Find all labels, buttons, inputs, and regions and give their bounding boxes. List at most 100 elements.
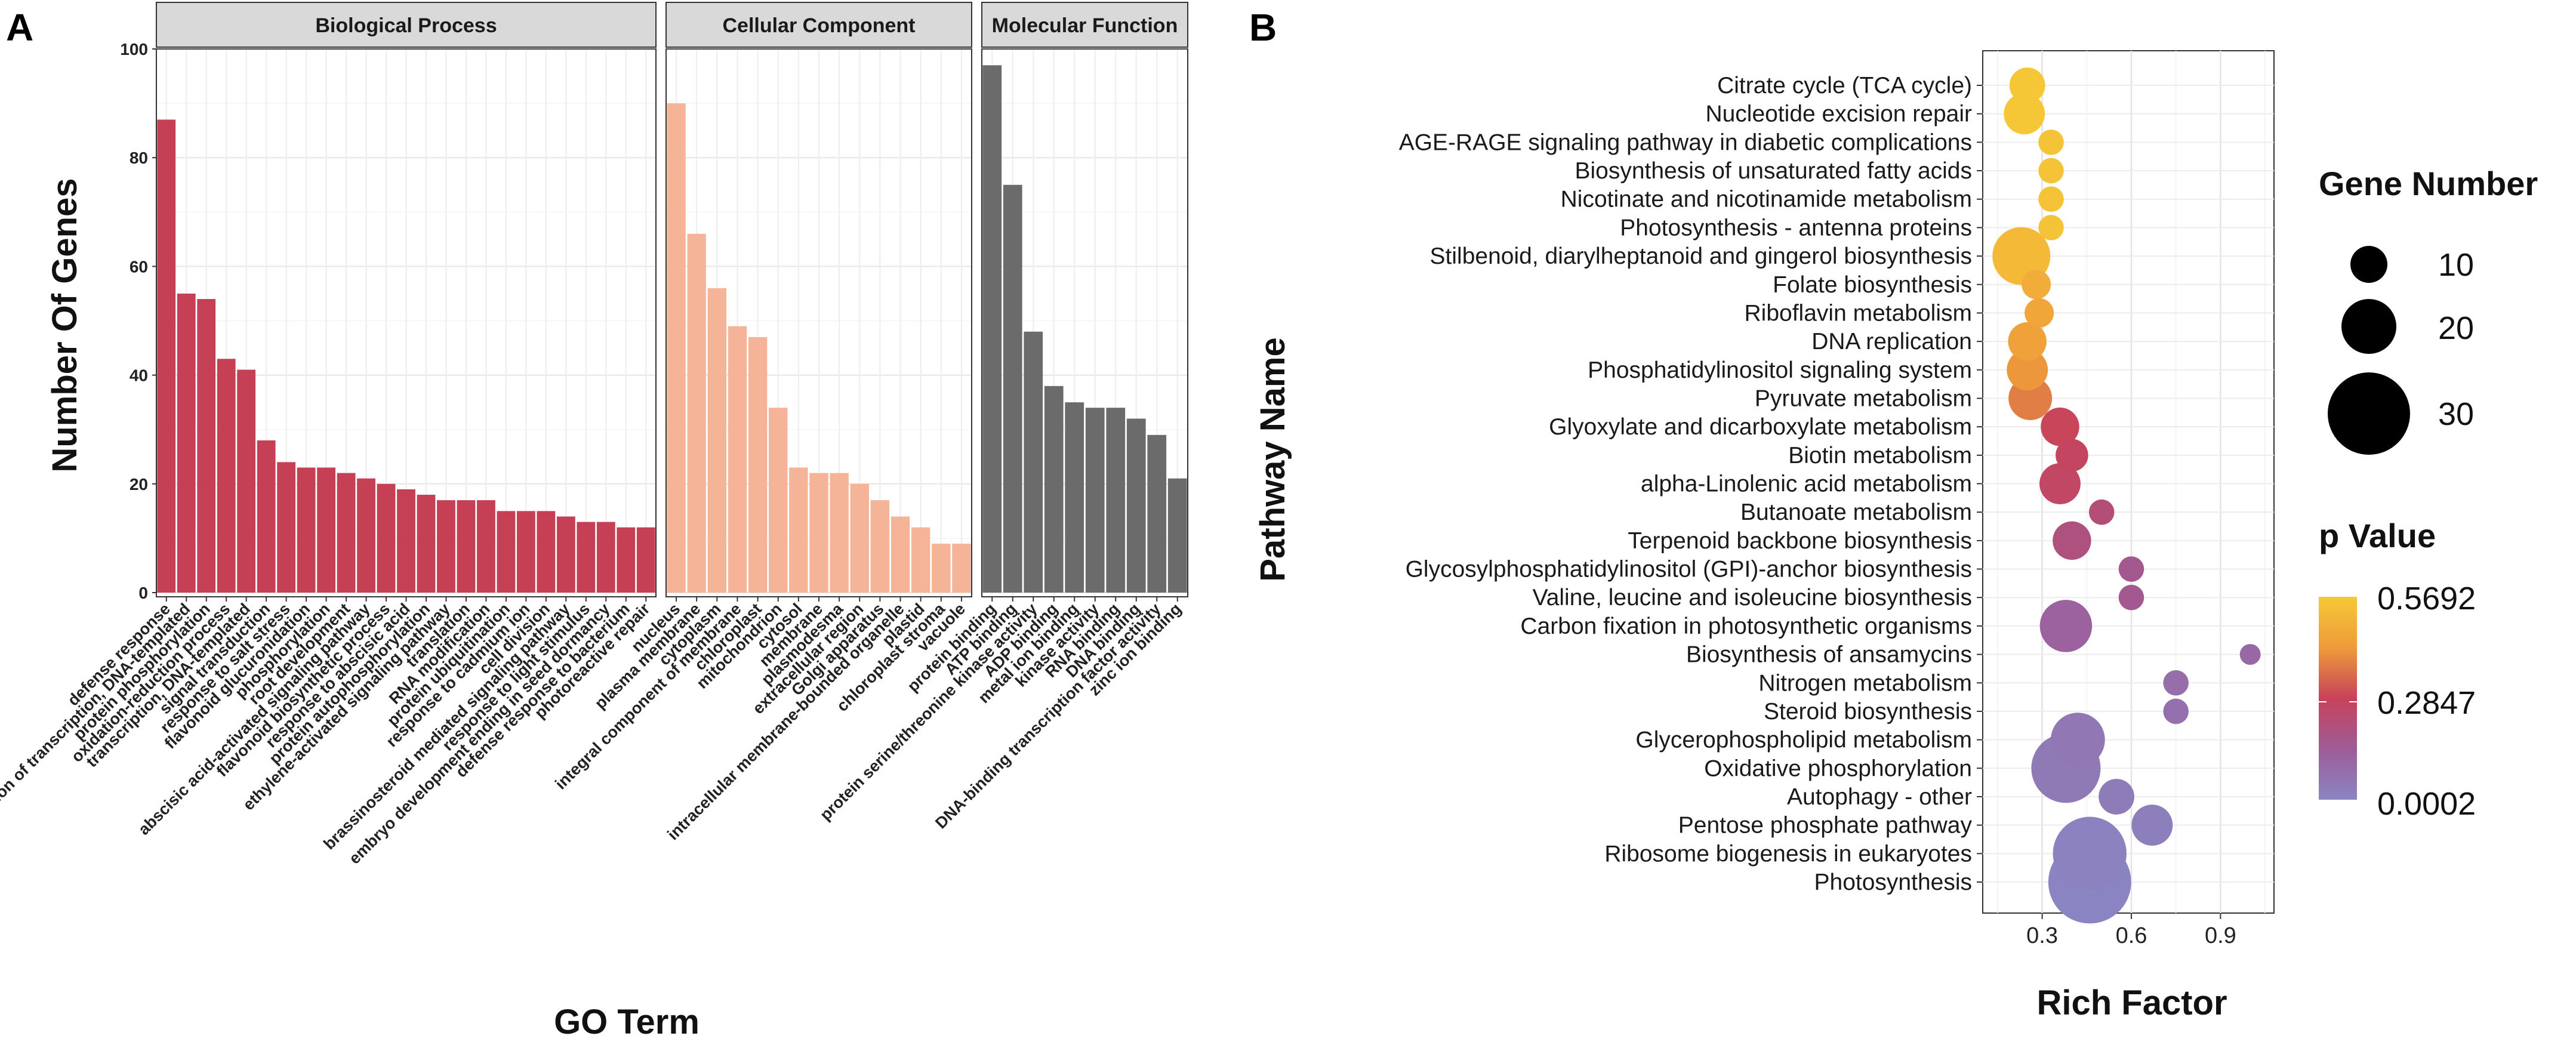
panel-label-a: A — [6, 6, 33, 49]
facet-strip — [156, 2, 657, 48]
bar-response-to-abscisic-acid — [397, 489, 415, 593]
bar-cytosol — [789, 467, 808, 593]
pathway-label-citrate-cycle-tca-cycle: Citrate cycle (TCA cycle) — [1717, 73, 1972, 98]
bubble-biosynthesis-of-ansamycins — [2239, 644, 2261, 665]
pathway-label-riboflavin-metabolism: Riboflavin metabolism — [1745, 300, 1973, 326]
pathway-label-valine-leucine-and-isoleucine-biosynthesis: Valine, leucine and isoleucine biosynthe… — [1533, 585, 1972, 611]
bar-response-to-cadmium-ion — [516, 511, 535, 593]
pathway-label-age-rage-signaling-pathway-in-diabetic-complications: AGE-RAGE signaling pathway in diabetic c… — [1399, 130, 1972, 155]
pathway-label-folate-biosynthesis: Folate biosynthesis — [1773, 272, 1972, 298]
bar-rna-modification — [477, 500, 495, 593]
bubble-terpenoid-backbone-biosynthesis — [2053, 521, 2091, 560]
bar-rna-binding — [1106, 408, 1126, 593]
bubble-riboflavin-metabolism — [2025, 298, 2054, 328]
pathway-label-photosynthesis: Photosynthesis — [1814, 870, 1973, 895]
facet-strip — [981, 2, 1188, 48]
x-axis-b: 0.3 0.6 0.9 — [2026, 913, 2236, 948]
bar-protein-autophosphorylation — [417, 495, 436, 593]
bar-signal-transduction — [257, 440, 276, 593]
bubble-butanoate-metabolism — [2088, 499, 2115, 525]
pathway-label-oxidative-phosphorylation: Oxidative phosphorylation — [1704, 756, 1972, 781]
bar-flavonoid-glucuronidation — [297, 467, 316, 593]
bubble-glycerophospholipid-metabolism — [2050, 713, 2105, 767]
bar-phosphorylation — [317, 467, 335, 593]
bar-root-development — [337, 473, 356, 593]
pathway-label-steroid-biosynthesis: Steroid biosynthesis — [1764, 699, 1972, 724]
bubble-phosphatidylinositol-signaling-system — [2007, 349, 2048, 391]
x-tick-label: 0.9 — [2205, 923, 2236, 948]
bar-metal-ion-binding — [1065, 402, 1084, 593]
pathway-label-photosynthesis-antenna-proteins: Photosynthesis - antenna proteins — [1620, 215, 1972, 241]
bar-flavonoid-biosynthetic-process — [377, 483, 396, 593]
bar-response-to-salt-stress — [277, 462, 296, 593]
pathway-label-autophagy-other: Autophagy - other — [1787, 784, 1972, 810]
size-legend-label-30: 30 — [2438, 396, 2474, 432]
bar-adp-binding — [1044, 386, 1064, 593]
bar-chloroplast-stroma — [932, 544, 951, 593]
bubble-ribosome-biogenesis-in-eukaryotes — [2053, 816, 2127, 891]
bar-plasma-membrane — [687, 233, 706, 593]
bubble-citrate-cycle-tca-cycle — [2009, 67, 2045, 103]
facet-strip-label: Biological Process — [315, 14, 497, 37]
bubble-valine-leucine-and-isoleucine-biosynthesis — [2118, 584, 2144, 611]
bar-intracellular-membrane-bounded-organelle — [890, 516, 910, 593]
pathway-label-stilbenoid-diarylheptanoid-and-gingerol-biosynthesis: Stilbenoid, diarylheptanoid and gingerol… — [1430, 243, 1972, 269]
bar-ethylene-activated-signaling-pathway — [437, 500, 455, 593]
bubble-folate-biosynthesis — [2022, 270, 2051, 300]
color-legend-bar — [2319, 597, 2357, 800]
bar-response-to-light-stimulus — [577, 522, 596, 593]
pathway-label-terpenoid-backbone-biosynthesis: Terpenoid backbone biosynthesis — [1628, 528, 1972, 554]
plot-panel-b — [1982, 50, 2275, 914]
color-legend-label-min: 0.0002 — [2377, 786, 2476, 822]
bar-cell-division — [537, 511, 556, 593]
bubble-steroid-biosynthesis — [2163, 698, 2189, 724]
bar-plasmodesma — [830, 473, 849, 593]
bar-translation — [457, 500, 476, 593]
pathway-label-glycerophospholipid-metabolism: Glycerophospholipid metabolism — [1635, 727, 1972, 753]
bubble-alpha-linolenic-acid-metabolism — [2039, 463, 2081, 504]
pathway-label-biosynthesis-of-ansamycins: Biosynthesis of ansamycins — [1686, 642, 1972, 668]
y-tick-label: 60 — [130, 257, 148, 276]
x-axis-title-a: GO Term — [554, 1003, 700, 1039]
facet-strip — [665, 2, 972, 48]
bar-defense-response-to-bacterium — [617, 527, 636, 593]
bubble-biosynthesis-of-unsaturated-fatty-acids — [2038, 158, 2064, 184]
bar-chloroplast — [748, 337, 768, 593]
size-legend-label-20: 20 — [2438, 310, 2474, 346]
bubble-age-rage-signaling-pathway-in-diabetic-complications — [2038, 130, 2064, 155]
panel-a-bar-chart: A Number Of Genes GO Term 0 20 40 60 80 100 B… — [0, 2, 1188, 1039]
bar-defense-response — [157, 119, 176, 593]
facet-strip-label: Cellular Component — [722, 14, 915, 37]
size-legend-dot-30 — [2328, 372, 2410, 455]
y-tick-label: 80 — [130, 149, 148, 167]
y-tick-label: 100 — [120, 40, 148, 58]
bar-embryo-development-ending-in-seed-dormancy — [596, 522, 615, 593]
pathway-labels: Citrate cycle (TCA cycle) Nucleotide exci… — [1399, 73, 1983, 895]
bar-transcription-dna-templated — [237, 369, 256, 593]
x-axis-title-b: Rich Factor — [2036, 983, 2227, 1022]
bar-zinc-ion-binding — [1167, 478, 1187, 593]
size-legend-title: Gene Number — [2319, 165, 2538, 202]
pathway-label-pyruvate-metabolism: Pyruvate metabolism — [1755, 386, 1972, 411]
pathway-label-nitrogen-metabolism: Nitrogen metabolism — [1758, 670, 1972, 696]
legend: Gene Number 10 20 30 p Value 0.5692 — [2319, 165, 2538, 822]
bar-dna-binding — [1126, 418, 1146, 593]
pathway-label-biosynthesis-of-unsaturated-fatty-acids: Biosynthesis of unsaturated fatty acids — [1574, 158, 1972, 184]
y-tick-label: 40 — [130, 366, 148, 385]
pathway-label-pentose-phosphate-pathway: Pentose phosphate pathway — [1678, 813, 1973, 838]
x-tick-label: 0.6 — [2116, 923, 2147, 948]
bar-golgi-apparatus — [870, 500, 890, 593]
pathway-label-nicotinate-and-nicotinamide-metabolism: Nicotinate and nicotinamide metabolism — [1561, 187, 1972, 212]
size-legend-dot-10 — [2350, 246, 2387, 283]
bar-abscisic-acid-activated-signaling-pathway — [357, 478, 375, 593]
bar-membrane — [809, 473, 828, 593]
pathway-label-dna-replication: DNA replication — [1811, 329, 1972, 354]
bubble-carbon-fixation-in-photosynthetic-organisms — [2039, 600, 2093, 652]
bar-protein-phosphorylation — [197, 299, 216, 593]
bar-plastid — [911, 527, 930, 593]
y-tick-label: 20 — [130, 475, 148, 494]
bubble-nicotinate-and-nicotinamide-metabolism — [2038, 186, 2064, 212]
bar-integral-component-of-membrane — [728, 326, 747, 593]
